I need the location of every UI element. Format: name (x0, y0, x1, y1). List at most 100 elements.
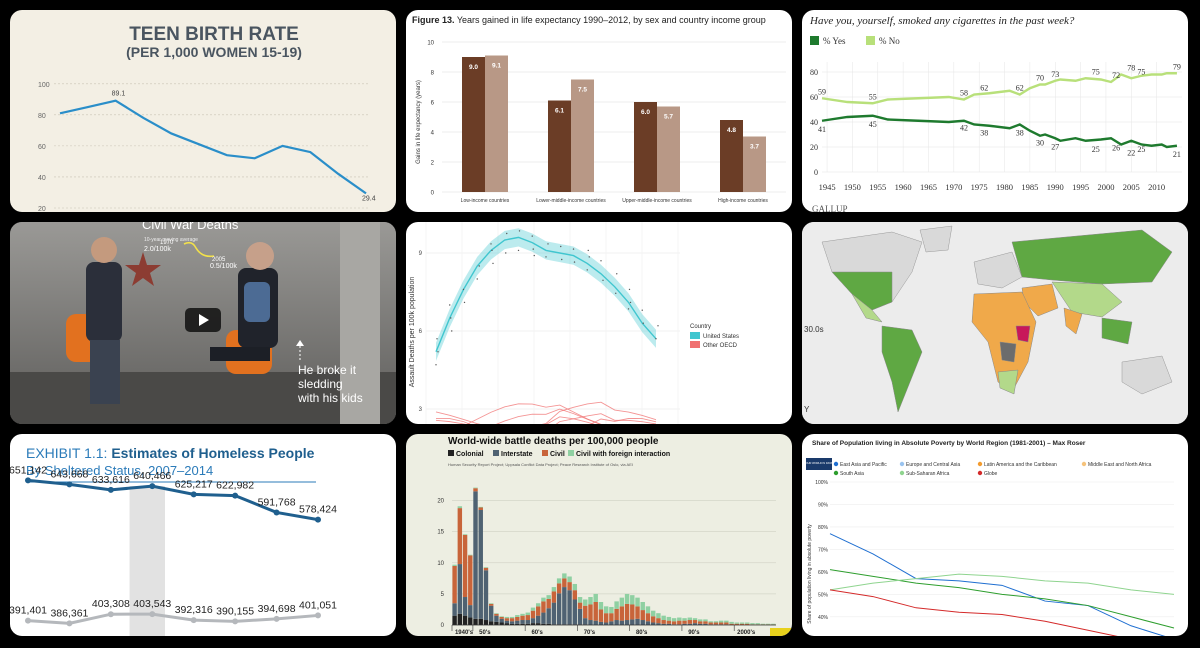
poverty-y-axis-label: Share of population living in absolute p… (807, 524, 813, 624)
map-southern-africa (997, 369, 1019, 395)
life-bar-label: 6.0 (641, 109, 650, 116)
battle-bar-segment (692, 620, 698, 624)
assault-us-point (560, 245, 562, 248)
battle-bar-segment (499, 616, 504, 617)
homeless-sheltered-point (190, 617, 197, 624)
assault-other-line (435, 413, 657, 424)
poverty-legend-label: Latin America and the Caribbean (984, 462, 1057, 468)
life-y-tick: 4 (431, 131, 435, 137)
battle-bar-segment (687, 617, 692, 621)
battle-bar-segment (525, 620, 530, 624)
battle-x-tick: 1940's (455, 630, 474, 636)
video-overlay-trend-line (183, 241, 215, 258)
homeless-sheltered-label: 394,698 (258, 603, 296, 615)
poverty-y-tick: 100% (815, 480, 828, 486)
smoke-no-label: 75 (1137, 67, 1145, 76)
smoke-yes-line (821, 114, 1178, 149)
smoke-yes-label: 30 (1036, 139, 1044, 148)
homeless-total-point (25, 477, 31, 484)
assault-other-line (466, 403, 602, 424)
battle-deaths-chart[interactable]: World-wide battle deaths per 100,000 peo… (406, 434, 792, 636)
map-ethiopia (1015, 325, 1031, 343)
battle-bar-segment (677, 617, 682, 621)
life-title-rest: Years gained in life expectancy 1990–201… (455, 15, 766, 25)
poverty-chart[interactable]: Share of Population living in Absolute P… (802, 434, 1188, 636)
battle-bar-segment (650, 622, 656, 625)
assault-us-point (435, 364, 437, 366)
homeless-sheltered-line (27, 612, 319, 625)
battle-bar-segment (745, 622, 750, 624)
left-person (86, 262, 122, 342)
battle-bar-segment (530, 623, 536, 625)
teen-data-label: 89.1 (112, 91, 126, 98)
assault-us-point (517, 249, 520, 252)
battle-bar-segment (520, 620, 525, 624)
teen-y-tick: 20 (38, 206, 46, 212)
play-icon[interactable] (199, 314, 209, 326)
life-bar-label: 7.5 (578, 87, 587, 94)
battle-bar-segment (509, 616, 515, 619)
homeless-total-label: 643,668 (50, 468, 88, 480)
battle-title: World-wide battle deaths per 100,000 peo… (448, 436, 659, 447)
battle-x-tick: 60's (531, 630, 543, 636)
life-bar (743, 136, 766, 192)
smoke-x-tick: 1985 (1021, 182, 1038, 192)
battle-bar-segment (677, 620, 682, 625)
battle-bar-segment (541, 623, 546, 625)
world-map-svg: 30.0s Y (802, 222, 1188, 424)
assault-us-point (451, 330, 453, 332)
video-player[interactable]: Civil War Deaths 10-year moving average … (10, 222, 396, 424)
homeless-total-point (66, 481, 73, 488)
poverty-legend-swatch (1081, 461, 1087, 467)
teen-birth-rate-chart[interactable]: TEEN BIRTH RATE (PER 1,000 WOMEN 15-19) … (10, 10, 396, 212)
battle-bar-segment (687, 620, 692, 624)
battle-bar-segment (504, 620, 510, 624)
map-left-label: 30.0s (804, 325, 824, 334)
homeless-total-label: 622,982 (216, 480, 254, 492)
battle-bar-segment (520, 613, 525, 616)
homeless-sheltered-point (107, 611, 114, 618)
assault-us-point (602, 279, 604, 281)
poverty-y-tick: 90% (818, 502, 829, 508)
battle-bar-segment (666, 620, 672, 624)
assault-us-point (655, 338, 657, 340)
assault-other-line (495, 408, 601, 424)
assault-us-point (533, 254, 535, 257)
battle-bar-segment (619, 597, 625, 607)
smoke-x-tick: 1970 (945, 182, 962, 192)
battle-bar-segment (488, 603, 494, 604)
assault-us-point (437, 351, 439, 353)
battle-bar-segment (729, 623, 734, 625)
smoke-chart-title: Have you, yourself, smoked any cigarette… (809, 15, 1075, 27)
life-x-tick: High-income countries (718, 198, 768, 204)
poverty-legend-label: Europe and Central Asia (906, 462, 960, 468)
assault-legend-us-swatch (690, 332, 700, 339)
battle-bar-segment (504, 623, 510, 625)
smoking-chart[interactable]: Have you, yourself, smoked any cigarette… (802, 10, 1188, 212)
life-bar (548, 100, 571, 192)
battle-bar-segment (556, 593, 562, 625)
life-expectancy-chart[interactable]: Figure 13. Years gained in life expectan… (406, 10, 792, 212)
assault-us-point (518, 230, 521, 232)
battle-legend-foreign-swatch (568, 450, 574, 456)
world-map[interactable]: 30.0s Y (802, 222, 1188, 424)
assault-us-point (492, 262, 494, 265)
battle-bar-segment (603, 622, 609, 625)
battle-legend-colonial-swatch (448, 450, 454, 456)
poverty-y-tick: 40% (818, 615, 829, 621)
play-button[interactable] (185, 308, 221, 332)
map-south-america (881, 325, 923, 413)
assault-us-point (657, 325, 659, 327)
battle-bar-segment (739, 622, 745, 624)
battle-corner-badge (770, 628, 792, 636)
battle-bar-segment (515, 615, 520, 617)
battle-y-tick: 0 (441, 623, 445, 629)
life-y-axis-label: Gains in life expectancy (years) (416, 80, 422, 164)
arm-sling (244, 282, 270, 322)
life-bar-label: 3.7 (750, 144, 759, 151)
homeless-chart[interactable]: EXHIBIT 1.1: Estimates of Homeless Peopl… (10, 434, 396, 636)
life-x-tick: Low-income countries (461, 198, 510, 204)
assault-deaths-chart[interactable]: Assault Deaths per 100k population 9 6 3 C… (406, 222, 792, 424)
battle-bar-segment (583, 599, 588, 606)
video-caption-line3: with his kids (297, 391, 363, 405)
